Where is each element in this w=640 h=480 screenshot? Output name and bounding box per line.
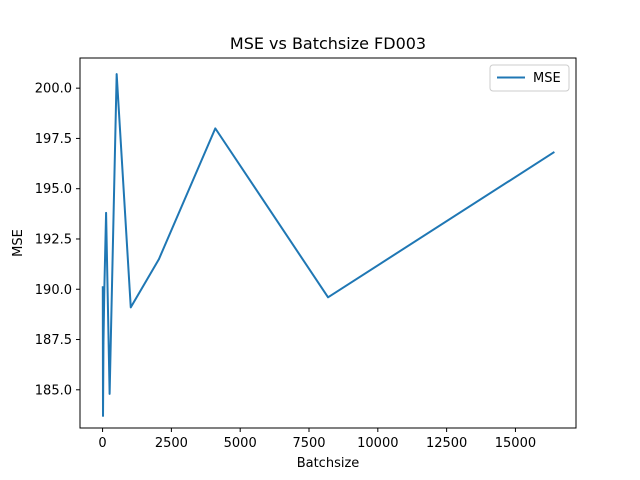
data-point: [101, 286, 104, 289]
y-tick-label: 195.0: [35, 182, 72, 197]
y-tick-label: 197.5: [35, 132, 72, 147]
data-point: [103, 288, 106, 291]
x-tick-label: 12500: [426, 436, 467, 451]
x-tick-label: 2500: [155, 436, 188, 451]
data-point: [102, 415, 104, 417]
legend-box: [489, 64, 570, 92]
y-axis-label: MSE: [11, 229, 26, 257]
y-tick-label: 185.0: [35, 383, 72, 398]
data-point: [115, 73, 118, 75]
data-point: [102, 342, 105, 345]
data-point: [552, 151, 555, 154]
chart-title: MSE vs Batchsize FD003: [230, 34, 426, 53]
data-point: [129, 306, 132, 309]
y-tick-label: 200.0: [35, 82, 72, 97]
data-point: [158, 258, 160, 260]
series-points: [101, 73, 555, 417]
data-point: [214, 127, 217, 130]
x-axis-label: Batchsize: [297, 456, 360, 471]
x-tick-label: 7500: [292, 436, 325, 451]
data-point: [108, 393, 111, 395]
x-tick-label: 10000: [357, 436, 398, 451]
legend-label-mse: MSE: [533, 71, 561, 86]
data-point: [327, 296, 329, 299]
legend: MSE: [489, 64, 570, 92]
data-point: [105, 212, 107, 214]
y-axis-ticks: 185.0 187.5 190.0 192.5 195.0 197.5 200.0: [35, 82, 80, 398]
x-tick-label: 5000: [224, 436, 257, 451]
x-axis-ticks: 0 2500 5000 7500 10000 12500 15000: [98, 428, 536, 451]
y-tick-label: 187.5: [35, 333, 72, 348]
y-tick-label: 190.0: [35, 283, 72, 298]
x-tick-label: 15000: [495, 436, 536, 451]
x-tick-label: 0: [98, 436, 106, 451]
plot-frame: [79, 57, 577, 429]
series-line-mse: [101, 73, 555, 417]
y-tick-label: 192.5: [35, 232, 72, 247]
